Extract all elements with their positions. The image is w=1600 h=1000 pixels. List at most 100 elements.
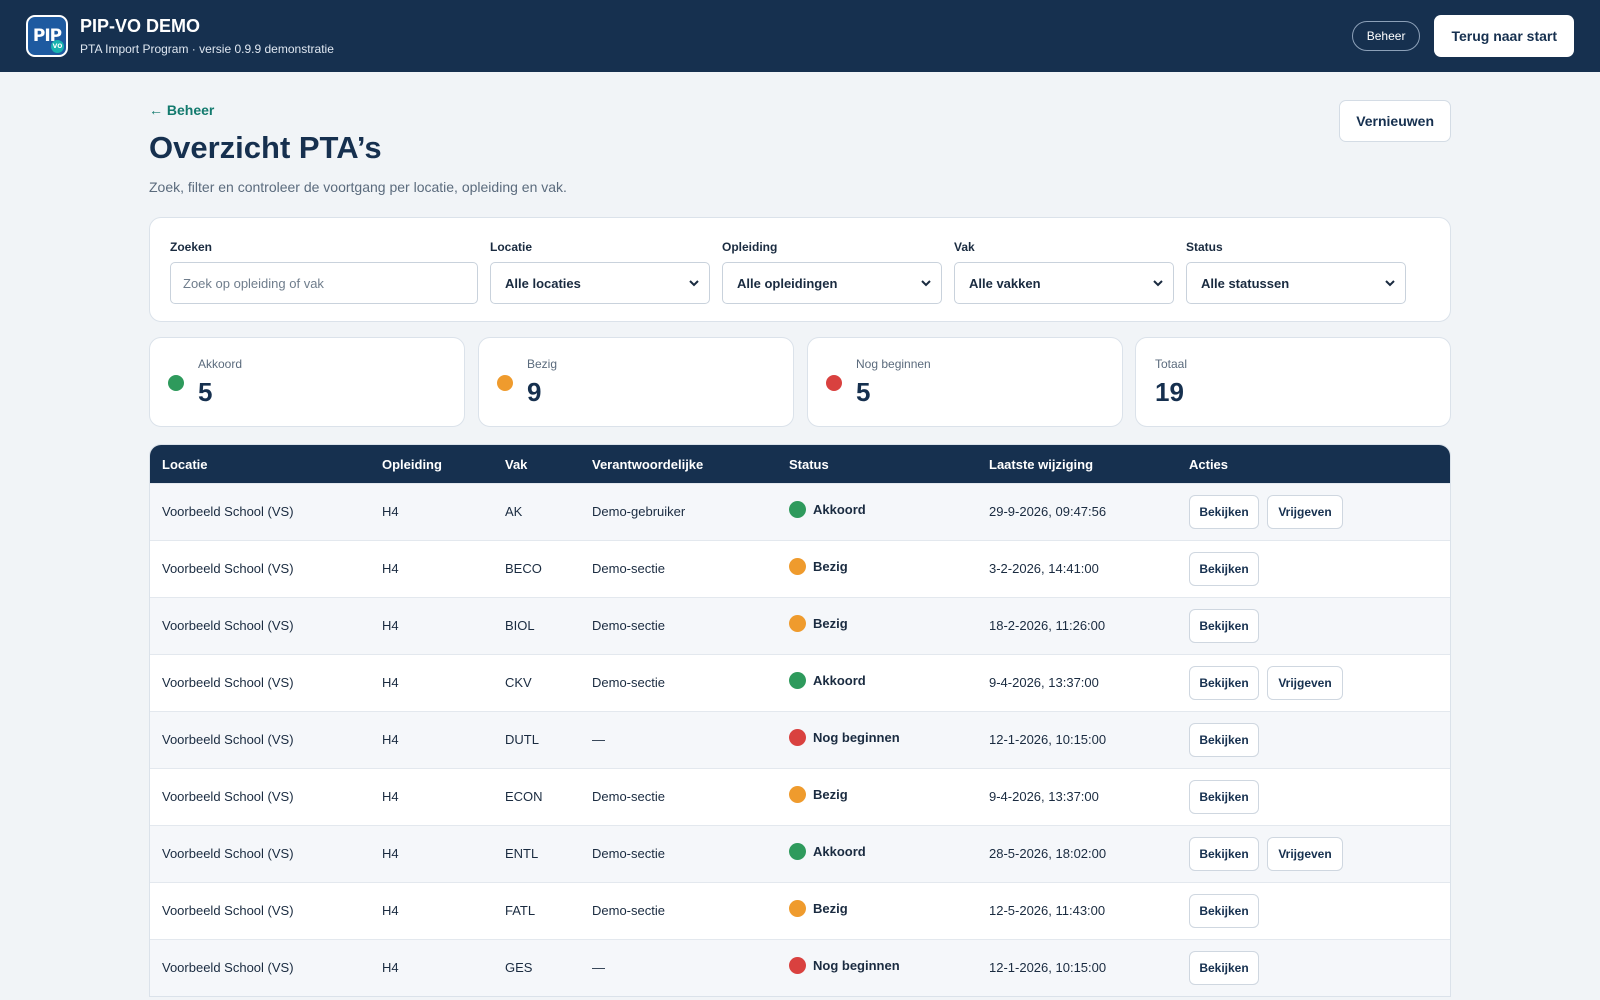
search-label: Zoeken <box>170 240 213 254</box>
top-bar: PIP VO PIP-VO DEMO PTA Import Program · … <box>0 0 1600 72</box>
locatie-select[interactable]: Alle locaties <box>490 262 710 304</box>
status-badge: Akkoord <box>789 672 866 689</box>
status-dot-icon <box>789 786 806 803</box>
back-link[interactable]: ← Beheer <box>149 102 215 118</box>
table-row: Voorbeeld School (VS) H4 GES — Nog beginnen 1… <box>150 939 1450 996</box>
stat-card-akkoord: Akkoord 5 <box>149 337 465 427</box>
status-text: Nog beginnen <box>813 958 900 973</box>
cell-laatste-wijziging: 12-1-2026, 10:15:00 <box>989 960 1107 975</box>
status-field: Status Alle statussen <box>1186 240 1406 304</box>
table-row: Voorbeeld School (VS) H4 CKV Demo-sectie Akk… <box>150 654 1450 711</box>
view-button[interactable]: Bekijken <box>1189 552 1259 586</box>
refresh-button[interactable]: Vernieuwen <box>1339 100 1451 142</box>
back-to-start-button[interactable]: Terug naar start <box>1434 15 1574 57</box>
status-text: Bezig <box>813 787 848 802</box>
status-dot-icon <box>497 375 513 391</box>
view-button[interactable]: Bekijken <box>1189 495 1259 529</box>
stat-card-nog-beginnen: Nog beginnen 5 <box>807 337 1123 427</box>
brand: PIP-VO DEMO PTA Import Program · versie … <box>80 16 334 56</box>
status-dot-icon <box>789 558 806 575</box>
table-header: Locatie Opleiding Vak Verantwoordelijke … <box>150 445 1450 483</box>
view-button[interactable]: Bekijken <box>1189 894 1259 928</box>
cell-laatste-wijziging: 12-5-2026, 11:43:00 <box>989 903 1106 918</box>
cell-verantwoordelijke: Demo-sectie <box>592 789 665 804</box>
cell-laatste-wijziging: 3-2-2026, 14:41:00 <box>989 561 1099 576</box>
search-input[interactable]: Zoek op opleiding of vak <box>170 262 478 304</box>
status-badge: Akkoord <box>789 501 866 518</box>
table-row: Voorbeeld School (VS) H4 AK Demo-gebruiker A… <box>150 483 1450 540</box>
col-header-locatie[interactable]: Locatie <box>162 457 208 472</box>
status-dot-icon <box>789 615 806 632</box>
col-header-verantwoordelijke[interactable]: Verantwoordelijke <box>592 457 704 472</box>
status-value: Alle statussen <box>1201 275 1290 291</box>
filter-panel: Zoeken Zoek op opleiding of vak Locatie … <box>149 217 1451 322</box>
view-button[interactable]: Bekijken <box>1189 609 1259 643</box>
chevron-down-icon <box>1385 280 1395 287</box>
col-header-acties: Acties <box>1189 457 1229 472</box>
status-badge: Nog beginnen <box>789 957 900 974</box>
cell-vak: BIOL <box>505 618 535 633</box>
cell-verantwoordelijke: — <box>592 960 605 975</box>
cell-vak: DUTL <box>505 732 539 747</box>
cell-opleiding: H4 <box>382 960 399 975</box>
view-button[interactable]: Bekijken <box>1189 666 1259 700</box>
col-header-status[interactable]: Status <box>789 457 829 472</box>
cell-vak: CKV <box>505 675 532 690</box>
status-dot-icon <box>789 843 806 860</box>
status-dot-icon <box>789 501 806 518</box>
stat-card-bezig: Bezig 9 <box>478 337 794 427</box>
cell-verantwoordelijke: — <box>592 732 605 747</box>
cell-locatie: Voorbeeld School (VS) <box>162 675 294 690</box>
cell-verantwoordelijke: Demo-sectie <box>592 618 665 633</box>
col-header-vak[interactable]: Vak <box>505 457 528 472</box>
cell-locatie: Voorbeeld School (VS) <box>162 504 294 519</box>
release-button[interactable]: Vrijgeven <box>1267 837 1343 871</box>
chevron-down-icon <box>921 280 931 287</box>
table-row: Voorbeeld School (VS) H4 BIOL Demo-sectie Be… <box>150 597 1450 654</box>
cell-locatie: Voorbeeld School (VS) <box>162 618 294 633</box>
beheer-button[interactable]: Beheer <box>1351 21 1421 51</box>
vak-label: Vak <box>954 240 975 254</box>
view-button[interactable]: Bekijken <box>1189 723 1259 757</box>
search-field: Zoeken Zoek op opleiding of vak <box>170 240 478 304</box>
status-text: Bezig <box>813 559 848 574</box>
stat-value: 5 <box>856 377 871 407</box>
release-button[interactable]: Vrijgeven <box>1267 666 1343 700</box>
cell-opleiding: H4 <box>382 561 399 576</box>
cell-verantwoordelijke: Demo-sectie <box>592 903 665 918</box>
view-button[interactable]: Bekijken <box>1189 837 1259 871</box>
view-button[interactable]: Bekijken <box>1189 951 1259 985</box>
stat-value: 5 <box>198 377 213 407</box>
status-select[interactable]: Alle statussen <box>1186 262 1406 304</box>
cell-locatie: Voorbeeld School (VS) <box>162 561 294 576</box>
vak-field: Vak Alle vakken <box>954 240 1174 304</box>
opleiding-select[interactable]: Alle opleidingen <box>722 262 942 304</box>
stat-value: 9 <box>527 377 542 407</box>
vak-value: Alle vakken <box>969 275 1041 291</box>
release-button[interactable]: Vrijgeven <box>1267 495 1343 529</box>
opleiding-label: Opleiding <box>722 240 778 254</box>
vak-select[interactable]: Alle vakken <box>954 262 1174 304</box>
app-name: PIP-VO DEMO <box>80 16 201 36</box>
cell-vak: AK <box>505 504 523 519</box>
table-row: Voorbeeld School (VS) H4 ENTL Demo-sectie Ak… <box>150 825 1450 882</box>
cell-vak: GES <box>505 960 533 975</box>
status-badge: Bezig <box>789 900 848 917</box>
logo-badge: VO <box>51 40 64 53</box>
col-header-opleiding[interactable]: Opleiding <box>382 457 442 472</box>
view-button[interactable]: Bekijken <box>1189 780 1259 814</box>
page-subtitle: Zoek, filter en controleer de voortgang … <box>149 179 567 195</box>
cell-laatste-wijziging: 12-1-2026, 10:15:00 <box>989 732 1107 747</box>
status-text: Akkoord <box>813 844 866 859</box>
locatie-field: Locatie Alle locaties <box>490 240 710 304</box>
chevron-down-icon <box>689 280 699 287</box>
stat-value: 19 <box>1155 377 1184 407</box>
stats-row: Akkoord 5 Bezig 9 Nog beginnen 5 Totaal … <box>149 337 1451 427</box>
cell-locatie: Voorbeeld School (VS) <box>162 903 294 918</box>
opleiding-field: Opleiding Alle opleidingen <box>722 240 942 304</box>
cell-verantwoordelijke: Demo-sectie <box>592 561 665 576</box>
status-badge: Nog beginnen <box>789 729 900 746</box>
cell-verantwoordelijke: Demo-sectie <box>592 675 665 690</box>
stat-card-totaal: Totaal 19 <box>1135 337 1451 427</box>
col-header-laatste-wijziging[interactable]: Laatste wijziging <box>989 457 1094 472</box>
